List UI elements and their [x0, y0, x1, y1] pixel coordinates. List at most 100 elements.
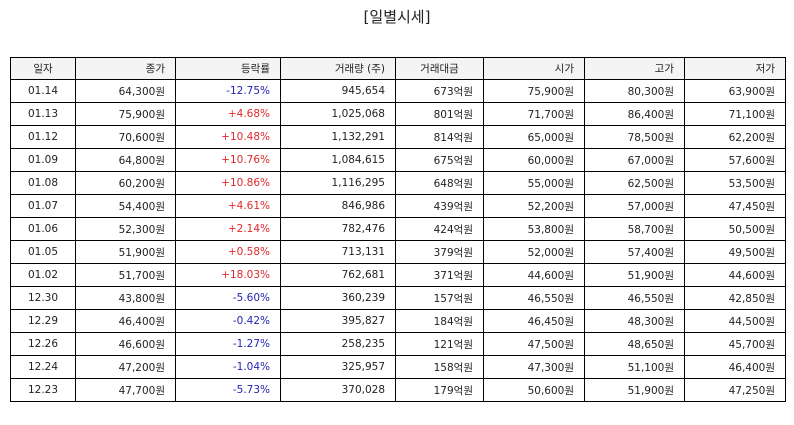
- cell-volume: 945,654: [280, 79, 396, 103]
- cell-amount: 158억원: [395, 355, 484, 379]
- cell-high: 51,100원: [584, 355, 685, 379]
- table-row: 12.24 47,200원 -1.04% 325,957 158억원 47,300원 51,…: [10, 355, 786, 379]
- cell-volume: 1,084,615: [280, 148, 396, 172]
- header-change: 등락률: [175, 57, 281, 80]
- header-high: 고가: [584, 57, 685, 80]
- header-open: 시가: [483, 57, 585, 80]
- table-row: 12.30 43,800원 -5.60% 360,239 157억원 46,550원 46,…: [10, 286, 786, 310]
- cell-date: 01.02: [10, 263, 76, 287]
- cell-close: 70,600원: [75, 125, 176, 149]
- cell-low: 44,600원: [684, 263, 786, 287]
- cell-high: 51,900원: [584, 378, 685, 402]
- cell-low: 63,900원: [684, 79, 786, 103]
- table-body: 01.14 64,300원 -12.75% 945,654 673억원 75,900원 80…: [10, 79, 786, 402]
- cell-volume: 1,025,068: [280, 102, 396, 126]
- cell-amount: 379억원: [395, 240, 484, 264]
- cell-close: 43,800원: [75, 286, 176, 310]
- cell-close: 64,800원: [75, 148, 176, 172]
- cell-low: 71,100원: [684, 102, 786, 126]
- table-row: 12.29 46,400원 -0.42% 395,827 184억원 46,450원 48,…: [10, 309, 786, 333]
- cell-amount: 673억원: [395, 79, 484, 103]
- table-row: 01.09 64,800원 +10.76% 1,084,615 675억원 60,000원…: [10, 148, 786, 172]
- cell-open: 50,600원: [483, 378, 585, 402]
- cell-high: 48,300원: [584, 309, 685, 333]
- cell-volume: 782,476: [280, 217, 396, 241]
- table-row: 01.08 60,200원 +10.86% 1,116,295 648억원 55,000원…: [10, 171, 786, 195]
- cell-volume: 325,957: [280, 355, 396, 379]
- cell-open: 71,700원: [483, 102, 585, 126]
- table-row: 12.26 46,600원 -1.27% 258,235 121억원 47,500원 48,…: [10, 332, 786, 356]
- cell-volume: 1,132,291: [280, 125, 396, 149]
- cell-amount: 675억원: [395, 148, 484, 172]
- cell-volume: 1,116,295: [280, 171, 396, 195]
- cell-date: 12.24: [10, 355, 76, 379]
- cell-high: 86,400원: [584, 102, 685, 126]
- cell-high: 57,000원: [584, 194, 685, 218]
- cell-high: 80,300원: [584, 79, 685, 103]
- header-close: 종가: [75, 57, 176, 80]
- cell-low: 49,500원: [684, 240, 786, 264]
- cell-date: 12.23: [10, 378, 76, 402]
- cell-close: 51,900원: [75, 240, 176, 264]
- cell-change: -5.60%: [175, 286, 281, 310]
- table-row: 01.14 64,300원 -12.75% 945,654 673억원 75,900원 80…: [10, 79, 786, 103]
- cell-open: 46,450원: [483, 309, 585, 333]
- cell-close: 47,200원: [75, 355, 176, 379]
- cell-low: 47,450원: [684, 194, 786, 218]
- cell-volume: 360,239: [280, 286, 396, 310]
- table-row: 01.12 70,600원 +10.48% 1,132,291 814억원 65,000원…: [10, 125, 786, 149]
- cell-low: 47,250원: [684, 378, 786, 402]
- table-header-row: 일자 종가 등락률 거래량 (주) 거래대금 시가 고가 저가: [10, 57, 786, 80]
- cell-close: 52,300원: [75, 217, 176, 241]
- cell-change: +2.14%: [175, 217, 281, 241]
- cell-amount: 184억원: [395, 309, 484, 333]
- daily-price-table: 일자 종가 등락률 거래량 (주) 거래대금 시가 고가 저가 01.14 64,…: [10, 57, 786, 402]
- cell-high: 57,400원: [584, 240, 685, 264]
- cell-low: 42,850원: [684, 286, 786, 310]
- cell-open: 75,900원: [483, 79, 585, 103]
- cell-open: 47,500원: [483, 332, 585, 356]
- cell-change: +4.61%: [175, 194, 281, 218]
- cell-amount: 157억원: [395, 286, 484, 310]
- cell-low: 46,400원: [684, 355, 786, 379]
- cell-high: 46,550원: [584, 286, 685, 310]
- table-row: 01.05 51,900원 +0.58% 713,131 379억원 52,000원 57,…: [10, 240, 786, 264]
- cell-close: 75,900원: [75, 102, 176, 126]
- cell-low: 57,600원: [684, 148, 786, 172]
- table-row: 01.07 54,400원 +4.61% 846,986 439억원 52,200원 57,…: [10, 194, 786, 218]
- cell-amount: 179억원: [395, 378, 484, 402]
- cell-open: 52,000원: [483, 240, 585, 264]
- cell-close: 64,300원: [75, 79, 176, 103]
- cell-close: 51,700원: [75, 263, 176, 287]
- cell-change: +18.03%: [175, 263, 281, 287]
- cell-date: 01.12: [10, 125, 76, 149]
- cell-change: +4.68%: [175, 102, 281, 126]
- table-row: 12.23 47,700원 -5.73% 370,028 179억원 50,600원 51,…: [10, 378, 786, 402]
- cell-open: 55,000원: [483, 171, 585, 195]
- cell-volume: 846,986: [280, 194, 396, 218]
- header-date: 일자: [10, 57, 76, 80]
- cell-date: 01.08: [10, 171, 76, 195]
- cell-volume: 370,028: [280, 378, 396, 402]
- header-low: 저가: [684, 57, 786, 80]
- page-title: [일별시세]: [363, 8, 431, 26]
- cell-date: 01.06: [10, 217, 76, 241]
- cell-open: 60,000원: [483, 148, 585, 172]
- cell-low: 50,500원: [684, 217, 786, 241]
- cell-volume: 713,131: [280, 240, 396, 264]
- cell-close: 46,400원: [75, 309, 176, 333]
- cell-date: 12.26: [10, 332, 76, 356]
- cell-high: 67,000원: [584, 148, 685, 172]
- cell-amount: 371억원: [395, 263, 484, 287]
- cell-change: -1.27%: [175, 332, 281, 356]
- header-amount: 거래대금: [395, 57, 484, 80]
- cell-amount: 424억원: [395, 217, 484, 241]
- cell-volume: 395,827: [280, 309, 396, 333]
- cell-close: 54,400원: [75, 194, 176, 218]
- cell-amount: 801억원: [395, 102, 484, 126]
- cell-change: -1.04%: [175, 355, 281, 379]
- cell-date: 12.29: [10, 309, 76, 333]
- cell-amount: 439억원: [395, 194, 484, 218]
- cell-close: 60,200원: [75, 171, 176, 195]
- cell-date: 01.05: [10, 240, 76, 264]
